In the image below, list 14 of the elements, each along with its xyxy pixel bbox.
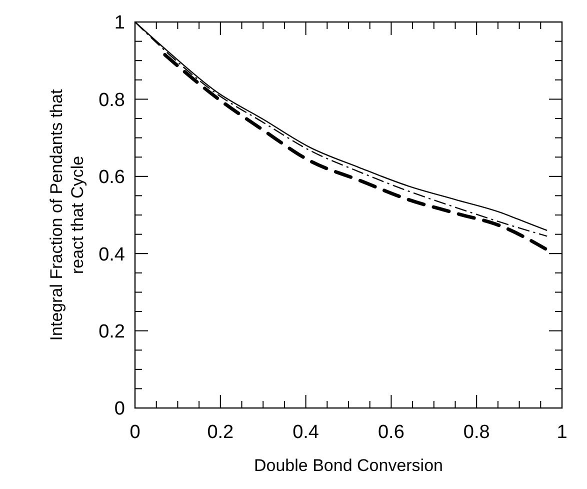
y-tick-label: 0.2 [98,321,125,342]
y-axis-title: Integral Fraction of Pendants that react that Cycle [47,89,87,341]
x-tick-label: 0.8 [463,422,490,443]
y-tick-label: 0 [114,398,125,420]
x-tick-label: 0 [130,422,140,443]
x-axis-title: Double Bond Conversion [254,456,444,475]
y-tick-label: 0.6 [98,167,125,188]
y-tick-label: 0.4 [98,244,126,266]
x-tick-label: 0.6 [378,422,404,443]
x-tick-label: 0.2 [207,422,234,443]
x-tick-label: 0.4 [292,422,320,443]
y-tick-label: 0.8 [98,90,125,111]
x-tick-label: 1 [556,422,568,443]
y-tick-label: 1 [114,12,125,34]
